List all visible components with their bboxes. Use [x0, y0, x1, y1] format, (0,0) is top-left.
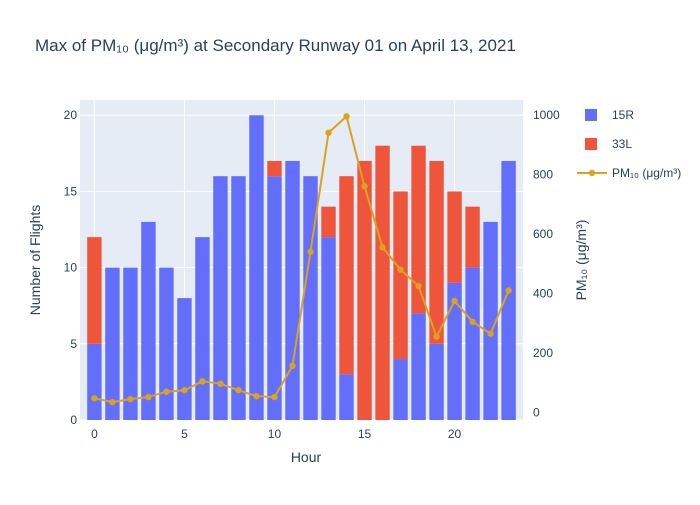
pm10-point-hour-14	[343, 113, 350, 120]
bar-15r-hour-10	[267, 176, 282, 420]
bar-15r-hour-8	[231, 176, 246, 420]
pm10-point-hour-22	[487, 330, 494, 337]
x-tick-label: 20	[448, 427, 462, 441]
bar-15r-hour-11	[285, 160, 300, 420]
bar-15r-hour-17	[393, 359, 408, 420]
pm10-point-hour-18	[415, 282, 422, 290]
pm10-point-hour-7	[217, 380, 224, 387]
legend: 15R 33L PM₁₀ (μg/m³)	[577, 108, 681, 180]
bars-layer	[87, 115, 516, 420]
bar-33l-hour-10	[267, 160, 282, 177]
pm10-point-hour-6	[199, 378, 206, 385]
legend-label: PM₁₀ (μg/m³)	[612, 166, 681, 180]
bar-33l-hour-18	[411, 145, 426, 314]
y-tick-label: 0	[70, 413, 77, 427]
bar-15r-hour-14	[339, 374, 354, 420]
legend-marker	[588, 169, 596, 177]
bar-15r-hour-19	[429, 343, 444, 420]
bar-15r-hour-22	[483, 221, 498, 420]
y2-tick-label: 600	[533, 227, 553, 241]
pm10-point-hour-2	[127, 395, 134, 403]
bar-15r-hour-12	[303, 176, 318, 420]
x-tick-label: 10	[268, 427, 282, 441]
y-tick-label: 15	[64, 184, 78, 198]
pm10-point-hour-12	[307, 248, 314, 256]
legend-swatch	[585, 138, 597, 150]
bar-15r-hour-2	[123, 267, 138, 420]
pm10-point-hour-15	[361, 183, 368, 190]
pm10-point-hour-13	[325, 129, 332, 136]
line-layer	[91, 113, 512, 406]
legend-item-2[interactable]: PM₁₀ (μg/m³)	[577, 166, 681, 180]
bar-33l-hour-19	[429, 160, 444, 344]
y2-tick-label: 1000	[533, 108, 560, 122]
y-tick-label: 10	[64, 261, 78, 275]
bar-15r-hour-7	[213, 176, 228, 420]
bar-15r-hour-3	[141, 221, 156, 420]
y2-tick-label: 200	[533, 346, 553, 360]
pm10-point-hour-1	[109, 398, 116, 406]
pm10-point-hour-16	[379, 244, 386, 251]
pm10-point-hour-3	[145, 393, 152, 401]
pm10-point-hour-21	[469, 318, 476, 325]
legend-label: 33L	[612, 137, 632, 151]
legend-item-1[interactable]: 33L	[585, 137, 632, 151]
chart-title: Max of PM₁₀ (μg/m³) at Secondary Runway …	[35, 36, 516, 55]
x-tick-label: 15	[358, 427, 372, 441]
pm10-point-hour-8	[235, 387, 242, 394]
pm10-point-hour-4	[163, 388, 170, 395]
bar-15r-hour-13	[321, 237, 336, 420]
x-axis-title: Hour	[291, 449, 322, 465]
bar-33l-hour-15	[357, 160, 372, 420]
x-tick-label: 0	[91, 427, 98, 441]
bar-15r-hour-20	[447, 282, 462, 420]
y-axis-title: Number of Flights	[27, 205, 43, 315]
bar-15r-hour-4	[159, 267, 174, 420]
bar-15r-hour-5	[177, 298, 192, 420]
bar-33l-hour-14	[339, 176, 354, 375]
y2-tick-label: 400	[533, 286, 553, 300]
bar-33l-hour-0	[87, 237, 102, 344]
bar-33l-hour-13	[321, 206, 336, 238]
pm10-point-hour-17	[397, 266, 404, 273]
pm10-point-hour-0	[91, 395, 98, 402]
pm10-point-hour-10	[271, 393, 278, 401]
pm10-point-hour-9	[253, 392, 260, 400]
pm10-point-hour-23	[505, 287, 512, 294]
bar-15r-hour-9	[249, 115, 264, 420]
pm10-point-hour-11	[289, 362, 296, 370]
bar-15r-hour-18	[411, 313, 426, 420]
y-tick-label: 5	[70, 337, 77, 351]
x-tick-label: 5	[181, 427, 188, 441]
bar-15r-hour-21	[465, 267, 480, 420]
pm10-point-hour-5	[181, 387, 188, 394]
legend-label: 15R	[612, 108, 634, 122]
bar-33l-hour-20	[447, 191, 462, 283]
bar-15r-hour-6	[195, 237, 210, 420]
legend-item-0[interactable]: 15R	[585, 108, 634, 122]
y2-axis-title: PM₁₀ (μg/m³)	[573, 220, 589, 301]
y2-tick-label: 800	[533, 167, 553, 181]
y-tick-label: 20	[64, 108, 78, 122]
pm10-point-hour-20	[451, 297, 458, 305]
y2-tick-label: 0	[533, 406, 540, 420]
bar-15r-hour-1	[105, 267, 120, 420]
bar-15r-hour-0	[87, 343, 102, 420]
pm10-point-hour-19	[433, 333, 440, 340]
bar-33l-hour-16	[375, 145, 390, 420]
legend-swatch	[585, 109, 597, 121]
bar-33l-hour-21	[465, 206, 480, 268]
bar-33l-hour-17	[393, 191, 408, 360]
